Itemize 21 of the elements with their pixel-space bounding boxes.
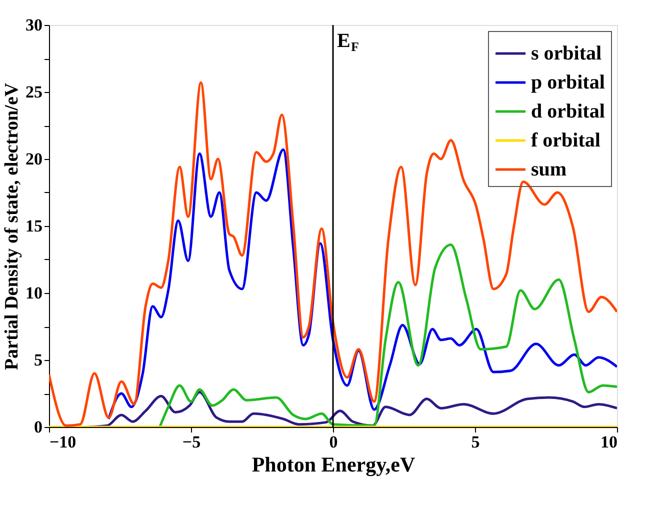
- y-tick-label: 15: [26, 216, 42, 236]
- y-tick-label: 30: [26, 16, 42, 34]
- line-series: [158, 244, 617, 427]
- legend-label: d orbital: [531, 100, 606, 122]
- y-tick-label: 5: [34, 350, 42, 370]
- legend-label: p orbital: [531, 72, 606, 94]
- legend-label: s orbital: [531, 42, 602, 64]
- x-tick-label: 5: [471, 432, 480, 452]
- y-tick-label: 0: [34, 418, 42, 436]
- y-tick-label: 20: [26, 150, 42, 168]
- x-tick-label: 0: [329, 432, 338, 452]
- x-axis-title: Photon Energy,eV: [252, 452, 416, 476]
- line-series: [88, 390, 617, 427]
- x-tick-label: 10: [600, 432, 618, 452]
- legend-label: sum: [531, 158, 567, 180]
- y-tick-label: 10: [26, 284, 42, 302]
- legend-label: f orbital: [531, 130, 601, 152]
- x-tick-label: −10: [50, 432, 76, 452]
- y-axis-title: Partial Density of state, electron/eV: [2, 82, 22, 370]
- x-tick-label: −5: [182, 432, 201, 452]
- y-tick-label: 25: [26, 82, 42, 102]
